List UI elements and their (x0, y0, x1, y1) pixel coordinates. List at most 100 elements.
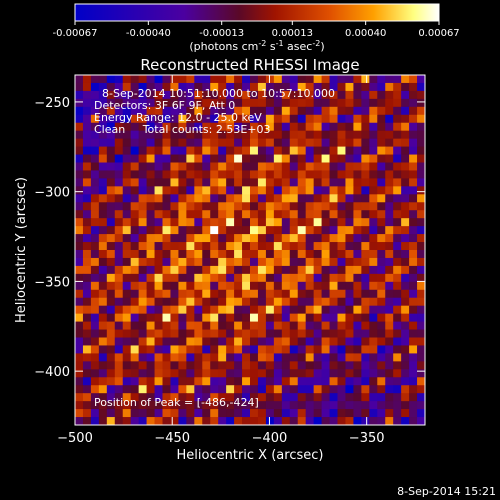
heatmap-cell (138, 289, 147, 299)
heatmap-cell (138, 337, 147, 346)
heatmap-cell (146, 138, 155, 147)
heatmap-cell (250, 377, 259, 386)
heatmap-cell (82, 82, 92, 92)
heatmap-cell (401, 313, 410, 322)
heatmap-cell (170, 409, 179, 418)
heatmap-cell (242, 385, 251, 394)
heatmap-cell (154, 162, 163, 171)
heatmap-cell (377, 106, 386, 116)
heatmap-cell (218, 289, 227, 299)
heatmap-cell (281, 345, 291, 354)
heatmap-cell (409, 281, 418, 291)
heatmap-cell (393, 417, 402, 425)
heatmap-cell (321, 114, 330, 124)
heatmap-cell (218, 114, 227, 124)
heatmap-cell (417, 202, 425, 211)
heatmap-cell (154, 345, 163, 354)
heatmap-cell (114, 98, 124, 108)
heatmap-cell (226, 218, 235, 227)
heatmap-cell (154, 385, 163, 394)
heatmap-cell (289, 305, 299, 315)
heatmap-cell (98, 337, 108, 346)
heatmap-cell (154, 409, 163, 418)
heatmap-cell (98, 345, 108, 354)
heatmap-cell (401, 234, 410, 243)
heatmap-cell (409, 377, 418, 386)
heatmap-cell (98, 289, 108, 299)
heatmap-cell (393, 250, 402, 259)
heatmap-cell (146, 337, 155, 346)
heatmap-cell (154, 114, 163, 124)
heatmap-cell (114, 313, 124, 322)
heatmap-cell (138, 305, 147, 315)
heatmap-cell (345, 321, 354, 330)
heatmap-cell (337, 345, 346, 354)
heatmap-cell (234, 106, 243, 116)
heatmap-cell (210, 162, 219, 171)
heatmap-cell (250, 265, 259, 275)
heatmap-cell (321, 417, 330, 425)
heatmap-cell (234, 170, 243, 179)
heatmap-cell (273, 218, 283, 227)
heatmap-cell (234, 321, 243, 330)
heatmap-cell (202, 297, 211, 307)
heatmap-cell (178, 114, 187, 124)
heatmap-cell (281, 154, 291, 163)
chart-title: Reconstructed RHESSI Image (140, 56, 359, 74)
heatmap-cell (210, 75, 219, 84)
heatmap-cell (313, 210, 322, 219)
heatmap-cell (170, 361, 179, 370)
heatmap-cell (194, 75, 203, 84)
heatmap-cell (75, 114, 84, 124)
heatmap-cell (265, 178, 275, 187)
heatmap-cell (82, 401, 92, 410)
heatmap-cell (122, 218, 132, 227)
heatmap-cell (369, 186, 378, 195)
heatmap-cell (345, 186, 354, 195)
heatmap-cell (393, 234, 402, 243)
heatmap-cell (114, 393, 124, 402)
heatmap-cell (114, 385, 124, 394)
heatmap-cell (75, 130, 84, 140)
heatmap-cell (186, 202, 195, 211)
heatmap-cell (313, 106, 322, 116)
heatmap-cell (178, 369, 187, 378)
heatmap-cell (202, 401, 211, 410)
heatmap-cell (234, 114, 243, 124)
colorbar-tick-label: -0.00040 (126, 28, 171, 39)
heatmap-cell (273, 162, 283, 171)
heatmap-cell (337, 114, 346, 124)
heatmap-cell (186, 329, 195, 338)
heatmap-cell (409, 114, 418, 124)
heatmap-cell (401, 162, 410, 171)
heatmap-cell (242, 297, 251, 307)
heatmap-cell (114, 273, 124, 283)
heatmap-cell (289, 130, 299, 140)
heatmap-cell (361, 226, 370, 235)
heatmap-cell (122, 337, 132, 346)
heatmap-cell (218, 281, 227, 291)
heatmap-cell (242, 361, 251, 370)
heatmap-cell (401, 98, 410, 108)
heatmap-cell (265, 305, 275, 315)
heatmap-cell (289, 146, 299, 155)
heatmap-cell (154, 210, 163, 219)
heatmap-cell (281, 178, 291, 187)
heatmap-cell (409, 90, 418, 100)
heatmap-cell (281, 82, 291, 92)
heatmap-cell (146, 90, 155, 100)
heatmap-cell (305, 361, 315, 370)
heatmap-cell (186, 393, 195, 402)
heatmap-cell (385, 361, 394, 370)
heatmap-cell (337, 218, 346, 227)
heatmap-cell (257, 369, 267, 378)
heatmap-cell (146, 369, 155, 378)
heatmap-cell (170, 106, 179, 116)
heatmap-cell (409, 75, 418, 84)
heatmap-cell (337, 273, 346, 283)
heatmap-cell (385, 385, 394, 394)
heatmap-cell (234, 178, 243, 187)
x-tick-label: −400 (252, 431, 288, 446)
heatmap-cell (178, 393, 187, 402)
heatmap-cell (289, 218, 299, 227)
